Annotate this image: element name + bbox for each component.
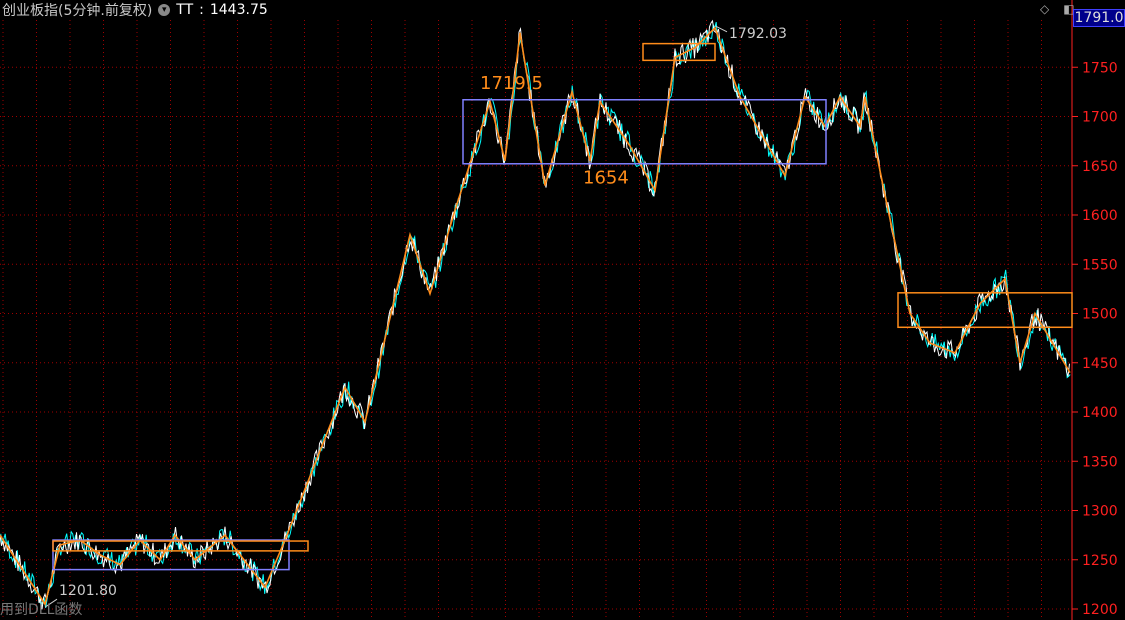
annotation-pointer bbox=[714, 25, 728, 33]
range-box-purple bbox=[52, 539, 290, 571]
extreme-label: 1792.03 bbox=[729, 26, 787, 42]
chart-title: 创业板指(5分钟.前复权) bbox=[2, 3, 153, 19]
annotation-pointer bbox=[44, 598, 58, 608]
level-label: 1719.5 bbox=[480, 73, 543, 94]
zigzag-line bbox=[0, 26, 1071, 607]
indicator-name: TT bbox=[176, 2, 194, 18]
level-label: 1654 bbox=[583, 167, 629, 188]
indicator-value: 1443.75 bbox=[209, 2, 268, 18]
chart-header: 创业板指(5分钟.前复权) ▾ TT : 1443.75 bbox=[2, 0, 268, 20]
y-tick-label: 1350 bbox=[1082, 454, 1118, 470]
y-tick-label: 1450 bbox=[1082, 356, 1118, 372]
price-line-alt bbox=[0, 21, 1071, 608]
dropdown-icon[interactable]: ▾ bbox=[158, 4, 171, 16]
y-tick-label: 1400 bbox=[1082, 405, 1118, 421]
y-tick-label: 1550 bbox=[1082, 257, 1118, 273]
y-tick-label: 1300 bbox=[1082, 504, 1118, 520]
extreme-label: 1201.80 bbox=[59, 583, 117, 599]
range-box-orange bbox=[52, 540, 309, 552]
indicator-separator: : bbox=[199, 2, 204, 18]
y-tick-label: 1700 bbox=[1082, 110, 1118, 126]
range-box-purple bbox=[462, 99, 827, 165]
diamond-icon[interactable]: ◇ bbox=[1040, 2, 1050, 16]
range-box-orange bbox=[642, 42, 716, 62]
price-line bbox=[0, 19, 1070, 610]
y-tick-label: 1500 bbox=[1082, 307, 1118, 323]
y-tick-label: 1600 bbox=[1082, 208, 1118, 224]
current-price-label: 1791.0 bbox=[1073, 9, 1125, 27]
panel-toggle-icon[interactable]: ◧ bbox=[1063, 2, 1075, 16]
y-tick-label: 1200 bbox=[1082, 602, 1118, 618]
y-tick-label: 1750 bbox=[1082, 60, 1118, 76]
y-tick-label: 1650 bbox=[1082, 159, 1118, 175]
y-tick-label: 1250 bbox=[1082, 553, 1118, 569]
range-box-orange bbox=[897, 292, 1073, 329]
footer-note: 用到DLL函数 bbox=[0, 602, 83, 618]
